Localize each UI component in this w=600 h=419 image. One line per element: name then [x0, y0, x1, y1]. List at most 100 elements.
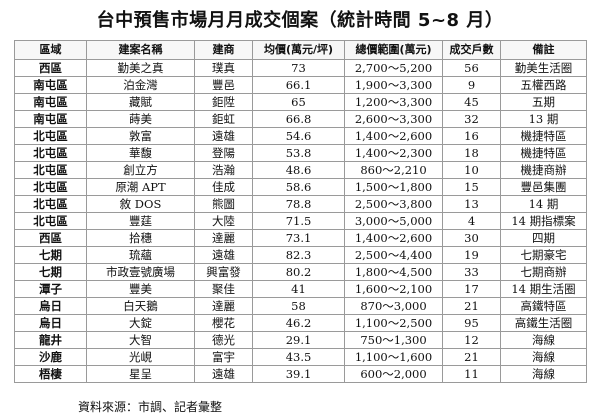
cell-units-sold: 11 [442, 365, 501, 383]
cell-region: 北屯區 [14, 161, 87, 179]
cell-units-sold: 13 [442, 195, 501, 213]
column-header-region: 區域 [14, 40, 87, 60]
cell-project-name: 原潮 APT [86, 178, 195, 196]
cell-developer: 櫻花 [194, 314, 253, 332]
table-row: 七期 市政壹號廣場 興富發 80.2 1,800～4,500 33 七期商辦 [14, 263, 587, 281]
cell-remarks: 14 期 [500, 195, 587, 213]
cell-remarks: 豐邑集團 [500, 178, 587, 196]
cell-units-sold: 45 [442, 93, 501, 111]
cell-region: 北屯區 [14, 195, 87, 213]
cell-region: 龍井 [14, 331, 87, 349]
cell-developer: 聚佳 [194, 280, 253, 298]
column-header-avg-price: 均價(萬元/坪) [252, 40, 345, 60]
cell-project-name: 藏賦 [86, 93, 195, 111]
page-title: 台中預售市場月月成交個案（統計時間 5~8 月） [96, 10, 504, 31]
cell-total-price-range: 1,100～2,500 [344, 314, 443, 332]
column-header-total-price-range: 總價範圍(萬元) [344, 40, 443, 60]
cell-remarks: 四期 [500, 229, 587, 247]
cell-total-price-range: 2,500～4,400 [344, 246, 443, 264]
cell-remarks: 海線 [500, 365, 587, 383]
cell-units-sold: 21 [442, 297, 501, 315]
cell-region: 烏日 [14, 314, 87, 332]
cell-units-sold: 56 [442, 59, 501, 77]
cell-project-name: 豐莛 [86, 212, 195, 230]
table-row: 烏日 大錠 櫻花 46.2 1,100～2,500 95 高鐵生活圈 [14, 314, 587, 332]
table-row: 龍井 大智 德光 29.1 750～1,300 12 海線 [14, 331, 587, 349]
cell-total-price-range: 2,500～3,800 [344, 195, 443, 213]
source-note: 資料來源：市調、記者彙整 [78, 400, 223, 414]
table-row: 南屯區 泊金灣 豐邑 66.1 1,900～3,300 9 五權西路 [14, 76, 587, 94]
cell-region: 沙鹿 [14, 348, 87, 366]
cell-units-sold: 15 [442, 178, 501, 196]
cell-remarks: 14 期指標案 [500, 212, 587, 230]
cell-units-sold: 4 [442, 212, 501, 230]
cell-project-name: 敦富 [86, 127, 195, 145]
cell-developer: 遠雄 [194, 246, 253, 264]
cell-avg-price: 53.8 [252, 144, 345, 162]
cell-total-price-range: 600～2,000 [344, 365, 443, 383]
cell-avg-price: 29.1 [252, 331, 345, 349]
cell-units-sold: 18 [442, 144, 501, 162]
cell-avg-price: 65 [252, 93, 345, 111]
cell-avg-price: 54.6 [252, 127, 345, 145]
cell-avg-price: 82.3 [252, 246, 345, 264]
cell-remarks: 五期 [500, 93, 587, 111]
cell-developer: 熊圖 [194, 195, 253, 213]
cell-project-name: 敘 DOS [86, 195, 195, 213]
table-row: 北屯區 華馥 登陽 53.8 1,400～2,300 18 機捷特區 [14, 144, 587, 162]
cell-project-name: 泊金灣 [86, 76, 195, 94]
cell-developer: 遠雄 [194, 127, 253, 145]
cell-avg-price: 66.8 [252, 110, 345, 128]
table-row: 西區 勤美之真 璞真 73 2,700～5,200 56 勤美生活圈 [14, 59, 587, 77]
cell-units-sold: 19 [442, 246, 501, 264]
cell-units-sold: 33 [442, 263, 501, 281]
cell-total-price-range: 750～1,300 [344, 331, 443, 349]
cell-developer: 遠雄 [194, 365, 253, 383]
cell-region: 南屯區 [14, 93, 87, 111]
cell-developer: 登陽 [194, 144, 253, 162]
cell-project-name: 創立方 [86, 161, 195, 179]
cell-total-price-range: 1,400～2,300 [344, 144, 443, 162]
cell-developer: 達麗 [194, 297, 253, 315]
column-header-developer: 建商 [194, 40, 253, 60]
cell-developer: 鉅虹 [194, 110, 253, 128]
cell-units-sold: 17 [442, 280, 501, 298]
cell-remarks: 14 期生活圈 [500, 280, 587, 298]
cell-developer: 德光 [194, 331, 253, 349]
cell-total-price-range: 1,500～1,800 [344, 178, 443, 196]
cell-units-sold: 12 [442, 331, 501, 349]
cell-avg-price: 73.1 [252, 229, 345, 247]
cell-units-sold: 16 [442, 127, 501, 145]
cell-project-name: 琉蘊 [86, 246, 195, 264]
cell-developer: 璞真 [194, 59, 253, 77]
cell-developer: 浩瀚 [194, 161, 253, 179]
table-row: 北屯區敘 DOS 熊圖 78.8 2,500～3,800 13 14 期 [14, 195, 587, 213]
cell-region: 北屯區 [14, 212, 87, 230]
table-header-row: 區域 建案名稱 建商 均價(萬元/坪) 總價範圍(萬元) 成交戶數 備註 [14, 40, 587, 60]
cell-region: 西區 [14, 229, 87, 247]
table-row: 南屯區 蒔美 鉅虹 66.8 2,600～3,300 32 13 期 [14, 110, 587, 128]
cell-avg-price: 46.2 [252, 314, 345, 332]
table-row: 七期 琉蘊 遠雄 82.3 2,500～4,400 19 七期豪宅 [14, 246, 587, 264]
cell-project-name: 大智 [86, 331, 195, 349]
cell-units-sold: 95 [442, 314, 501, 332]
cell-region: 潭子 [14, 280, 87, 298]
cell-avg-price: 73 [252, 59, 345, 77]
cell-total-price-range: 1,400～2,600 [344, 229, 443, 247]
cell-total-price-range: 1,800～4,500 [344, 263, 443, 281]
transactions-table: 區域 建案名稱 建商 均價(萬元/坪) 總價範圍(萬元) 成交戶數 備註 西區 勤美之真 璞真 7… [14, 40, 587, 383]
cell-avg-price: 66.1 [252, 76, 345, 94]
cell-developer: 達麗 [194, 229, 253, 247]
cell-remarks: 高鐵特區 [500, 297, 587, 315]
cell-remarks: 機捷特區 [500, 127, 587, 145]
table-row: 西區 拾穗 達麗 73.1 1,400～2,600 30 四期 [14, 229, 587, 247]
table-row: 北屯區 創立方 浩瀚 48.6 860～2,210 10 機捷商辦 [14, 161, 587, 179]
cell-project-name: 拾穗 [86, 229, 195, 247]
table-row: 梧棲 星呈 遠雄 39.1 600～2,000 11 海線 [14, 365, 587, 383]
cell-remarks: 五權西路 [500, 76, 587, 94]
cell-avg-price: 48.6 [252, 161, 345, 179]
cell-total-price-range: 2,600～3,300 [344, 110, 443, 128]
cell-project-name: 豐美 [86, 280, 195, 298]
column-header-units-sold: 成交戶數 [442, 40, 501, 60]
